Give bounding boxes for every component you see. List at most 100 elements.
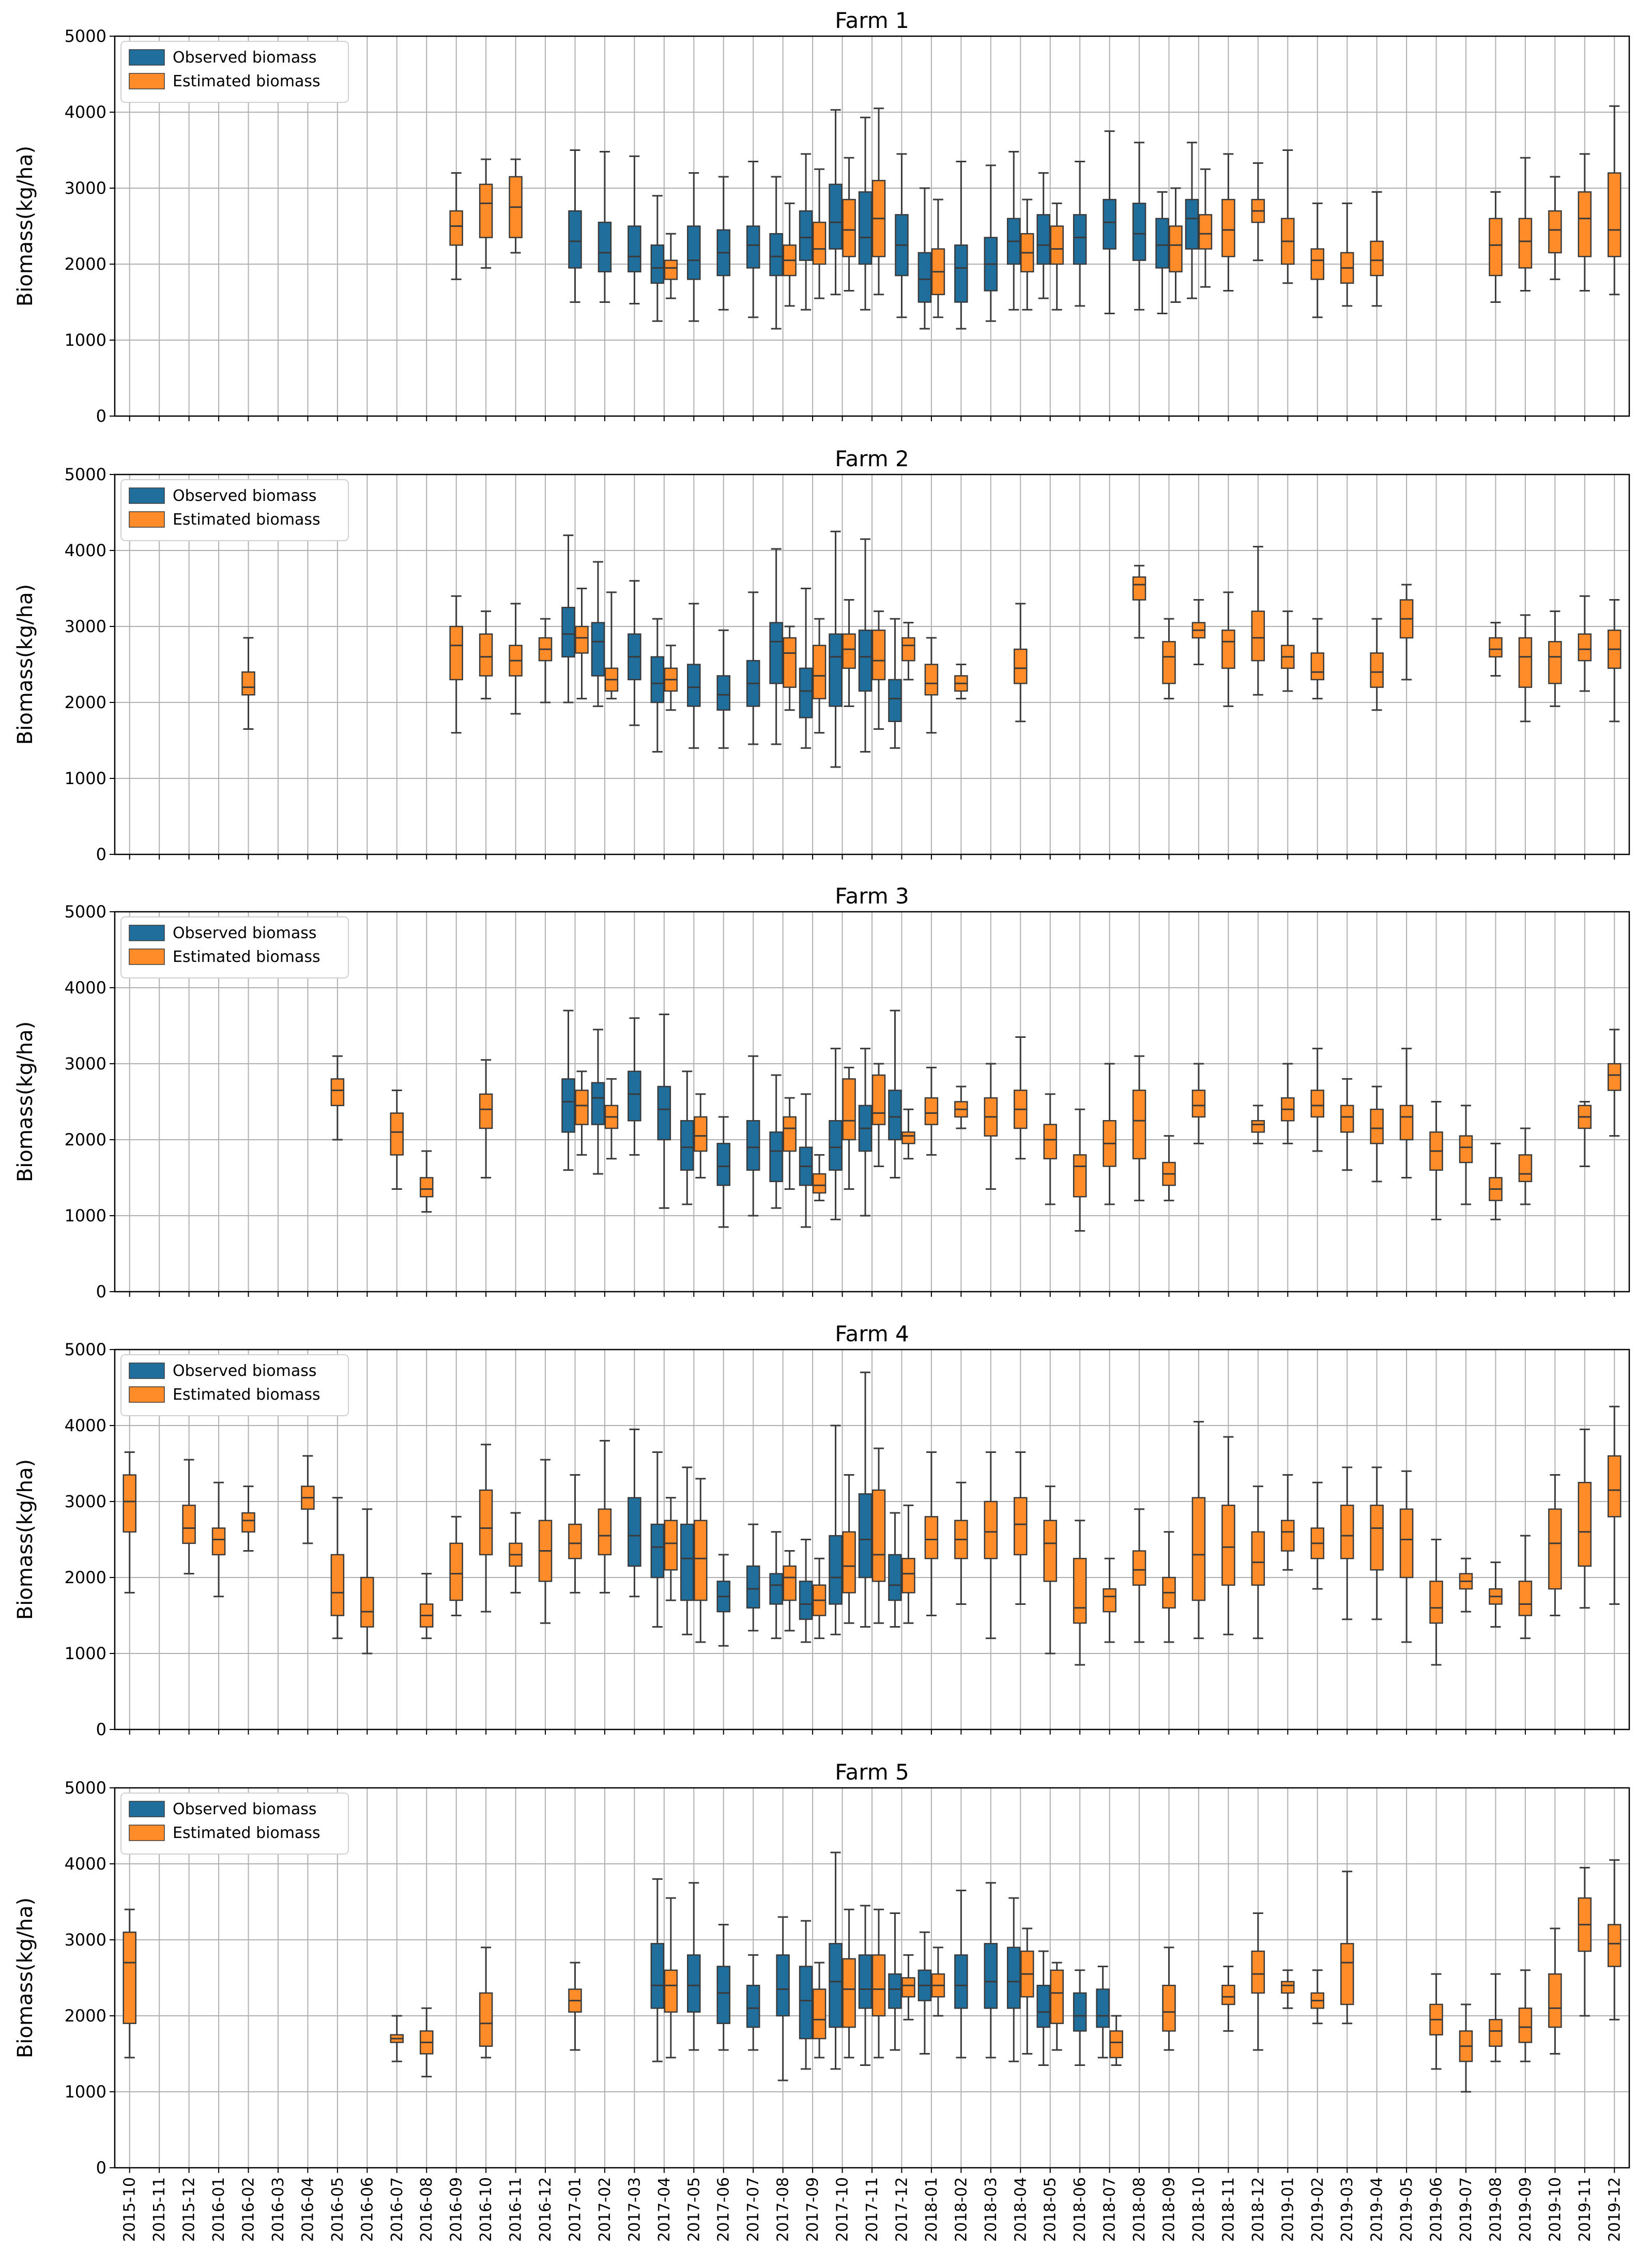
box-iqr (1162, 641, 1176, 684)
box-iqr (241, 1512, 255, 1533)
box-estimated (1281, 1969, 1295, 2009)
box-iqr (858, 1493, 873, 1579)
box-iqr (901, 1131, 915, 1144)
y-tick-label: 3000 (65, 1930, 106, 1950)
box-iqr (1251, 610, 1265, 662)
box-estimated (1281, 149, 1295, 284)
box-estimated (1014, 603, 1028, 723)
box-observed (680, 1466, 694, 1635)
box-iqr (769, 233, 783, 277)
box-iqr (1169, 225, 1183, 272)
box-iqr (694, 1520, 708, 1601)
x-tick-label: 2018-08 (1130, 2177, 1149, 2242)
box-iqr (746, 1565, 760, 1609)
legend-frame (120, 41, 349, 103)
box-estimated (479, 1059, 493, 1178)
box-observed (628, 580, 641, 726)
box-estimated (575, 588, 589, 700)
legend-frame (120, 1354, 349, 1416)
box-estimated (924, 1451, 939, 1616)
box-observed (628, 155, 641, 304)
y-axis-label: Biomass(kg/ha) (13, 584, 37, 745)
box-estimated (1221, 153, 1235, 292)
box-observed (591, 1029, 605, 1175)
box-iqr (360, 1576, 374, 1628)
box-iqr (664, 259, 678, 280)
box-estimated (509, 158, 523, 254)
x-tick-label: 2017-05 (685, 2177, 703, 2242)
box-iqr (479, 1992, 493, 2047)
box-iqr (901, 1977, 915, 1998)
box-estimated (1014, 1451, 1028, 1605)
box-estimated (1548, 176, 1562, 280)
box-estimated (1399, 1470, 1414, 1643)
box-estimated (449, 172, 463, 280)
box-estimated (1050, 202, 1064, 311)
box-observed (799, 1920, 813, 2070)
box-estimated (241, 1485, 255, 1552)
box-iqr (799, 210, 813, 261)
box-estimated (211, 1481, 226, 1598)
y-axis-label: Biomass(kg/ha) (13, 1021, 37, 1182)
box-iqr (1050, 225, 1064, 265)
box-iqr (1489, 218, 1503, 277)
box-estimated (812, 168, 827, 299)
box-iqr (1109, 2030, 1123, 2059)
box-iqr (888, 1090, 902, 1141)
y-tick-label: 4000 (65, 978, 106, 998)
box-estimated (664, 1497, 678, 1601)
box-iqr (628, 1497, 641, 1567)
panel-title: Farm 1 (835, 8, 909, 33)
box-iqr (954, 244, 968, 303)
box-estimated (871, 610, 886, 730)
panel-farm-4: Farm 4 0 1000 2000 3000 4000 5000 Biomass(kg/ha… (13, 1321, 1630, 1739)
box-iqr (783, 1565, 797, 1601)
box-estimated (604, 1078, 619, 1160)
legend-label: Estimated biomass (173, 948, 320, 966)
box-iqr (858, 630, 873, 692)
box-iqr (1578, 191, 1592, 257)
box-iqr (664, 1969, 678, 2013)
box-estimated (1489, 1973, 1503, 2062)
box-estimated (1162, 1135, 1176, 1202)
box-estimated (1489, 1142, 1503, 1220)
box-iqr (591, 1082, 605, 1125)
box-estimated (1073, 1520, 1087, 1666)
legend-swatch (129, 948, 165, 965)
box-estimated (1518, 1535, 1533, 1640)
box-estimated (1399, 584, 1414, 681)
box-iqr (390, 1112, 404, 1156)
x-tick-label: 2017-08 (774, 2177, 792, 2242)
box-estimated (664, 1897, 678, 2059)
x-tick-label: 2019-09 (1517, 2177, 1535, 2242)
box-observed (591, 561, 605, 707)
box-iqr (783, 1116, 797, 1152)
box-estimated (241, 637, 255, 730)
box-estimated (984, 1063, 998, 1190)
box-iqr (479, 1489, 493, 1556)
box-observed (895, 153, 909, 318)
box-estimated (1281, 1063, 1295, 1144)
plot-frame (114, 1349, 1630, 1730)
box-iqr (799, 667, 813, 718)
box-iqr (1489, 637, 1503, 658)
box-estimated (1073, 1108, 1087, 1232)
box-iqr (1608, 1924, 1622, 1967)
box-estimated (1310, 202, 1325, 318)
box-iqr (1014, 1497, 1028, 1556)
box-estimated (1429, 1539, 1443, 1666)
box-observed (1132, 142, 1146, 311)
box-iqr (680, 1523, 694, 1601)
box-iqr (628, 1070, 641, 1122)
box-estimated (812, 1962, 827, 2059)
box-iqr (1050, 1969, 1064, 2024)
box-observed (687, 172, 701, 322)
box-iqr (182, 1505, 196, 1544)
box-estimated (1608, 599, 1622, 723)
box-observed (829, 1424, 843, 1635)
box-iqr (561, 1078, 575, 1133)
box-estimated (568, 1962, 582, 2051)
box-iqr (1073, 1154, 1087, 1198)
box-estimated (330, 1055, 345, 1141)
box-observed (858, 116, 873, 311)
